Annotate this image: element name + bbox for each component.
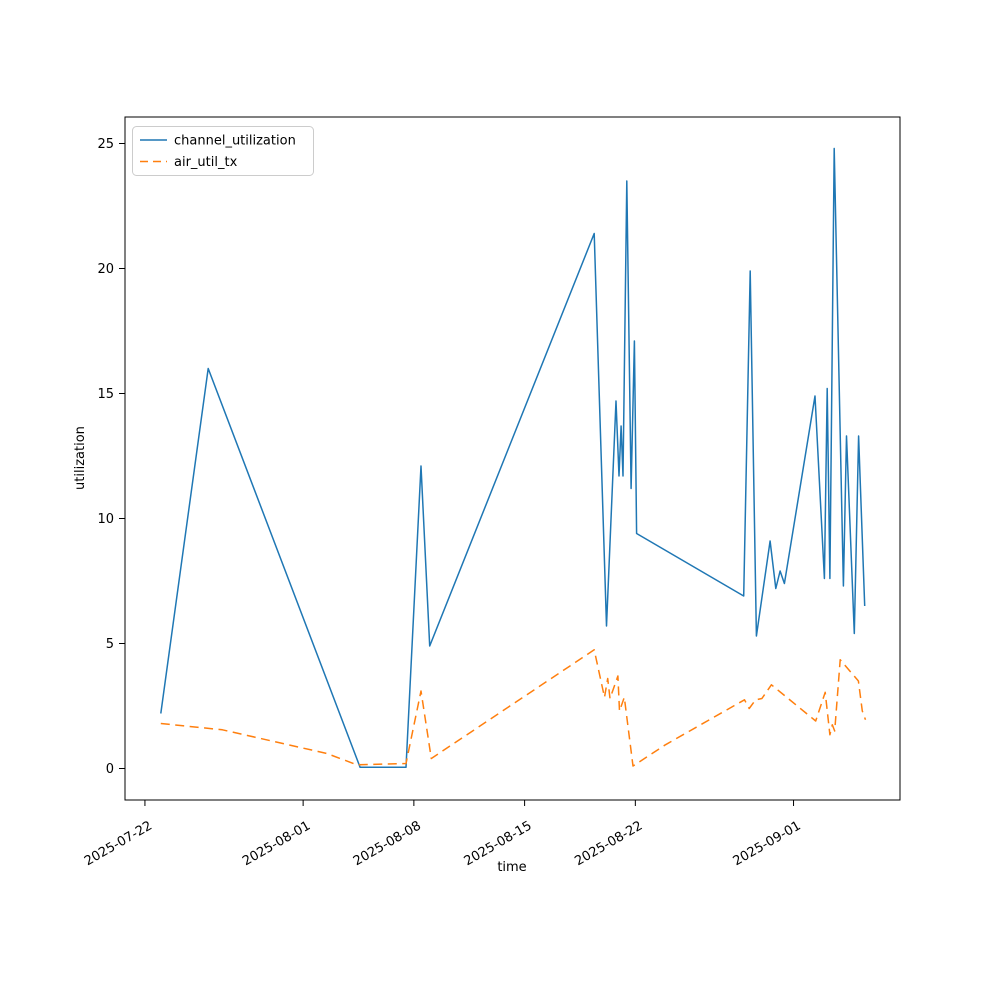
y-tick-label: 0: [106, 762, 114, 777]
legend: channel_utilization air_util_tx: [132, 126, 314, 176]
y-axis-title: utilization: [73, 426, 88, 490]
x-tick-label: 2025-09-01: [731, 818, 804, 869]
plot-area: [125, 117, 900, 800]
plot-border: [124, 116, 901, 801]
x-tick-label: 2025-07-22: [82, 818, 155, 869]
x-tick-label: 2025-08-08: [351, 818, 424, 869]
y-tick-label: 5: [106, 637, 114, 652]
x-tick-label: 2025-08-22: [572, 818, 645, 869]
x-tick-label: 2025-08-01: [240, 818, 313, 869]
y-tick-label: 25: [97, 137, 114, 152]
legend-box: [132, 126, 314, 176]
air-util-tx-line: [160, 649, 867, 767]
legend-label-air-util-tx: air_util_tx: [174, 155, 238, 170]
y-tick-label: 15: [97, 387, 114, 402]
y-tick-label: 20: [97, 262, 114, 277]
legend-label-channel-utilization: channel_utilization: [174, 134, 296, 149]
y-tick-label: 10: [97, 512, 114, 527]
x-axis-title: time: [497, 860, 526, 875]
channel-utilization-line: [160, 147, 866, 769]
y-axis-ticks: 0 5 10 15 20 25: [97, 137, 125, 777]
x-axis-ticks: 2025-07-22 2025-08-01 2025-08-08 2025-08-15…: [82, 800, 804, 869]
plot-lines: [160, 147, 867, 769]
